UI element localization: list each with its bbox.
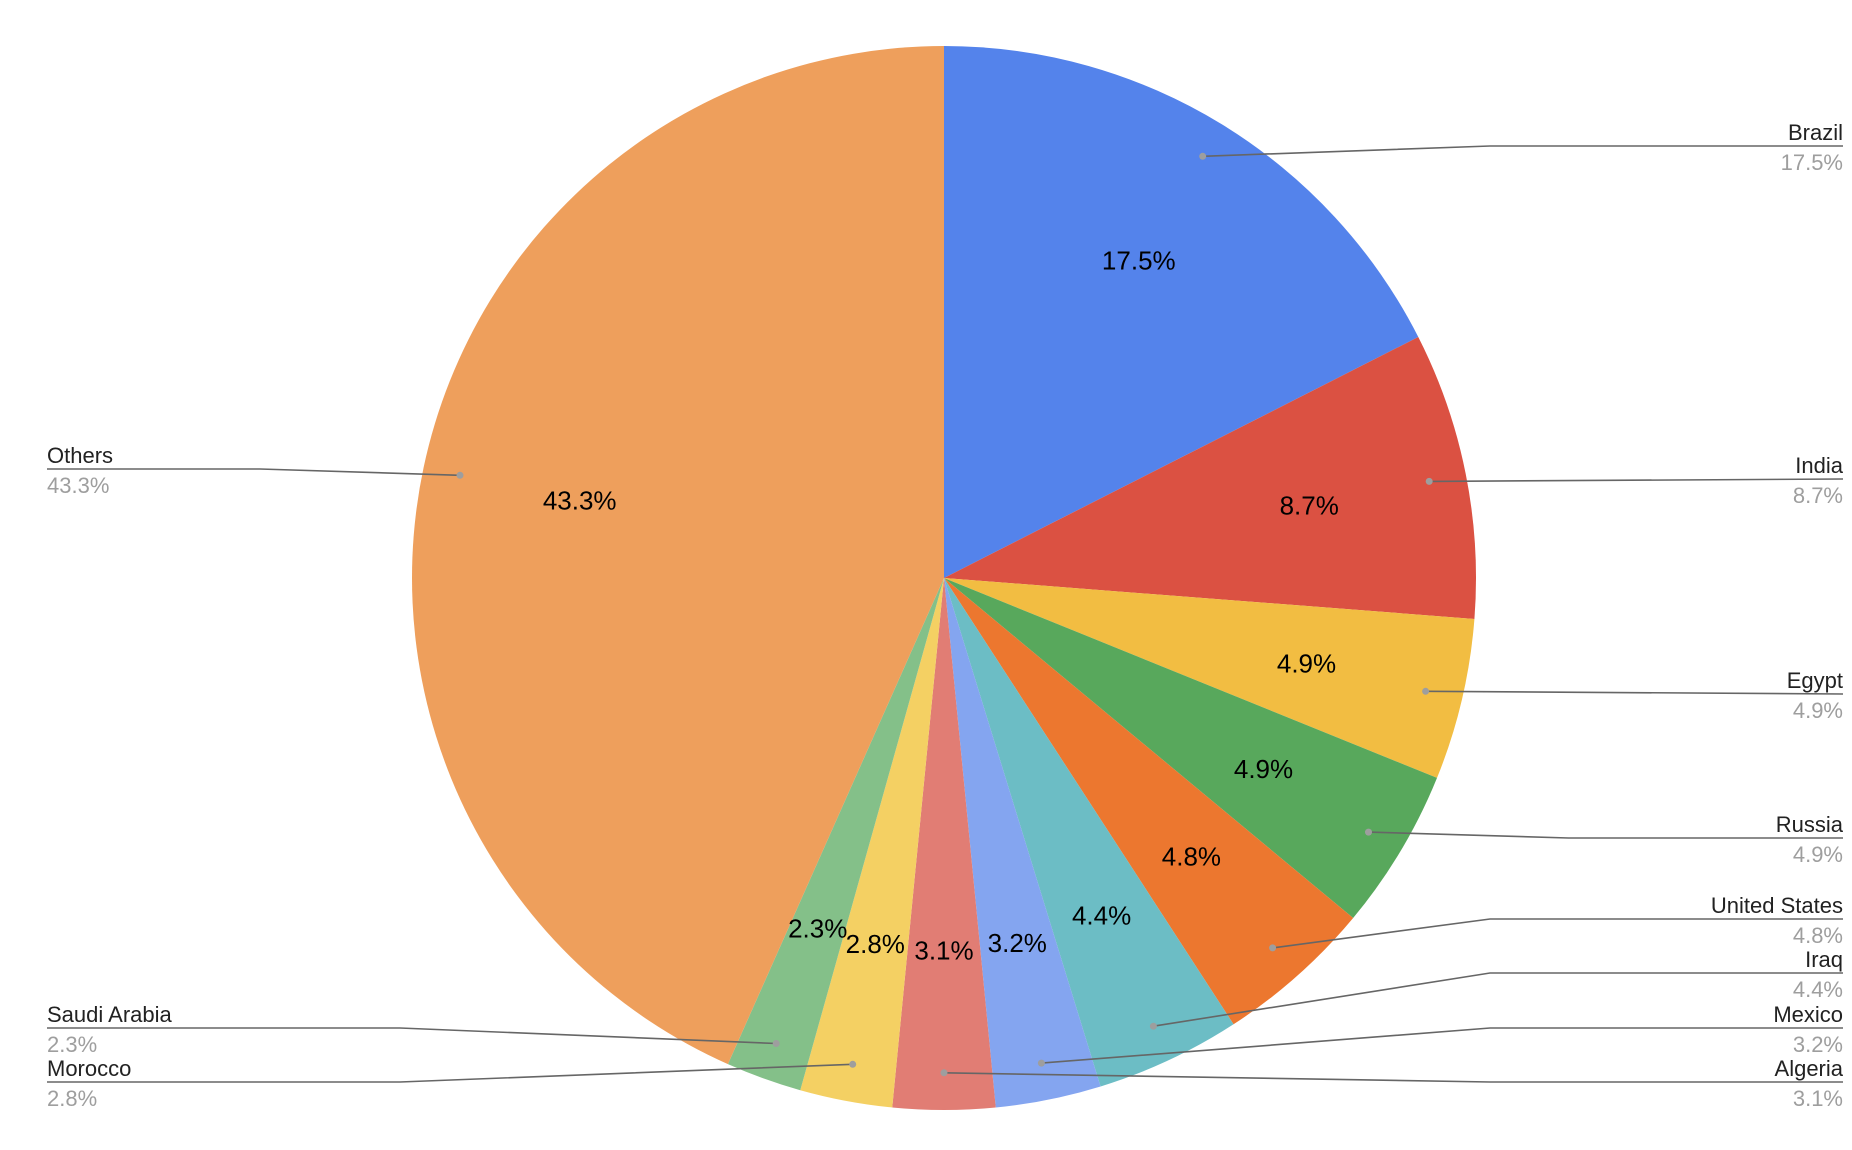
slice-algeria[interactable] xyxy=(892,578,996,1110)
slice-value-label-mexico: 3.2% xyxy=(1793,1032,1843,1057)
leader-line-others xyxy=(47,468,461,477)
slice-percent-label-algeria: 3.1% xyxy=(914,935,973,965)
slice-value-label-united-states: 4.8% xyxy=(1793,923,1843,948)
slice-percent-label-united-states: 4.8% xyxy=(1162,841,1221,871)
inner-labels-layer: 17.5% 8.7% 4.9% 4.9% 4.8% 4.4% 3.2% 3.1% 2.8%2.3… xyxy=(543,246,1339,966)
leader-line-mexico xyxy=(1041,1027,1843,1064)
slice-percent-label-india: 8.7% xyxy=(1280,490,1339,520)
slice-value-label-morocco: 2.8% xyxy=(47,1086,97,1111)
slice-india[interactable] xyxy=(944,337,1476,619)
slice-name-label-others: Others xyxy=(47,443,113,468)
slice-morocco[interactable] xyxy=(800,578,944,1108)
slice-value-label-algeria: 3.1% xyxy=(1793,1086,1843,1111)
slice-name-label-saudi-arabia: Saudi Arabia xyxy=(47,1002,173,1027)
slice-name-label-mexico: Mexico xyxy=(1773,1002,1843,1027)
slice-percent-label-iraq: 4.4% xyxy=(1072,900,1131,930)
leader-dot-india xyxy=(1425,477,1433,485)
slices-layer xyxy=(412,46,1476,1110)
leader-line-morocco xyxy=(47,1063,853,1083)
slice-percent-label-russia: 4.9% xyxy=(1234,754,1293,784)
leader-dot-united-states xyxy=(1269,944,1277,952)
leader-line-algeria xyxy=(943,1072,1843,1083)
slice-value-label-india: 8.7% xyxy=(1793,483,1843,508)
slice-united-states[interactable] xyxy=(944,578,1354,1025)
leader-line-united-states xyxy=(1272,918,1843,949)
slice-name-label-russia: Russia xyxy=(1776,812,1844,837)
slice-russia[interactable] xyxy=(944,578,1438,919)
leader-dot-brazil xyxy=(1199,152,1207,160)
slice-value-label-brazil: 17.5% xyxy=(1781,150,1843,175)
slice-name-label-morocco: Morocco xyxy=(47,1056,131,1081)
outer-labels-layer: Brazil 17.5% India 8.7% Egypt 4.9% Russia 4.9% U… xyxy=(47,120,1844,1111)
slice-mexico[interactable] xyxy=(944,578,1101,1108)
slice-value-label-saudi-arabia: 2.3% xyxy=(47,1032,97,1057)
leader-line-brazil xyxy=(1202,145,1843,158)
leader-line-india xyxy=(1429,478,1844,483)
slice-value-label-iraq: 4.4% xyxy=(1793,977,1843,1002)
slice-percent-label-others: 43.3% xyxy=(543,486,617,516)
slice-value-label-russia: 4.9% xyxy=(1793,842,1843,867)
slice-name-label-iraq: Iraq xyxy=(1805,947,1843,972)
slice-name-label-united-states: United States xyxy=(1711,893,1843,918)
leader-dot-russia xyxy=(1365,828,1372,836)
leader-line-iraq xyxy=(1153,972,1843,1027)
leader-dot-mexico xyxy=(1037,1059,1045,1067)
leader-dot-algeria xyxy=(940,1069,948,1077)
leader-dot-iraq xyxy=(1149,1022,1157,1030)
slice-value-label-others: 43.3% xyxy=(47,473,109,498)
slice-saudi-arabia[interactable] xyxy=(727,578,944,1091)
leader-line-egypt xyxy=(1425,690,1844,695)
slice-name-label-algeria: Algeria xyxy=(1775,1056,1844,1081)
slice-iraq[interactable] xyxy=(944,578,1234,1087)
slice-percent-label-saudi-arabia: 2.3% xyxy=(788,913,847,943)
slice-percent-label-morocco: 2.8% xyxy=(846,929,905,959)
slice-name-label-egypt: Egypt xyxy=(1787,668,1843,693)
slice-brazil[interactable] xyxy=(944,46,1419,578)
slice-name-label-brazil: Brazil xyxy=(1788,120,1843,145)
leader-dot-morocco xyxy=(849,1060,857,1068)
leader-dot-saudi-arabia xyxy=(772,1040,780,1047)
leader-dot-egypt xyxy=(1422,687,1430,695)
leader-line-russia xyxy=(1368,831,1843,839)
slice-egypt[interactable] xyxy=(944,578,1475,778)
slice-percent-label-egypt: 4.9% xyxy=(1277,648,1336,678)
slice-percent-label-mexico: 3.2% xyxy=(988,928,1047,958)
slice-others[interactable] xyxy=(412,46,945,1065)
leader-dot-others xyxy=(456,471,464,479)
slice-value-label-egypt: 4.9% xyxy=(1793,698,1843,723)
leaders-layer xyxy=(47,145,1844,1083)
slice-name-label-india: India xyxy=(1795,453,1843,478)
slice-percent-label-brazil: 17.5% xyxy=(1102,246,1176,276)
leader-line-saudi-arabia xyxy=(47,1027,777,1045)
